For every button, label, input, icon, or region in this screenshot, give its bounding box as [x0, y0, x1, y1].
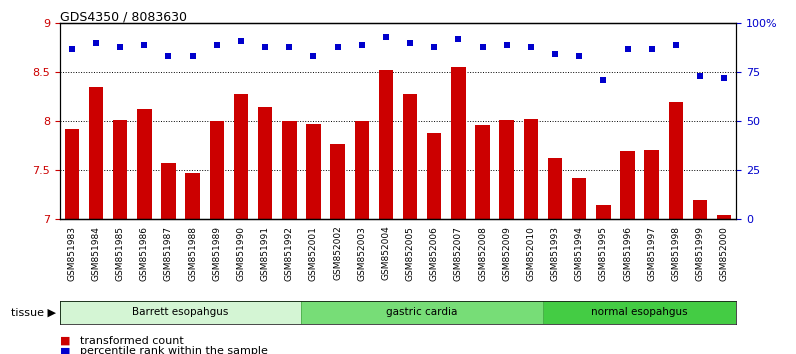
- Point: [162, 53, 175, 59]
- Text: normal esopahgus: normal esopahgus: [591, 307, 688, 318]
- Bar: [258, 108, 272, 219]
- Bar: [161, 164, 176, 219]
- Text: gastric cardia: gastric cardia: [387, 307, 458, 318]
- Point: [597, 77, 610, 83]
- Bar: [354, 121, 369, 219]
- Point: [573, 53, 586, 59]
- Point: [380, 34, 392, 40]
- Bar: [693, 200, 708, 219]
- Point: [355, 42, 368, 47]
- Point: [525, 44, 537, 50]
- Bar: [475, 125, 490, 219]
- Point: [307, 53, 320, 59]
- Point: [210, 42, 223, 47]
- Bar: [620, 151, 635, 219]
- Point: [186, 53, 199, 59]
- Bar: [185, 173, 200, 219]
- Text: percentile rank within the sample: percentile rank within the sample: [80, 346, 267, 354]
- Bar: [451, 67, 466, 219]
- Point: [548, 52, 561, 57]
- Point: [90, 40, 103, 45]
- Point: [621, 46, 634, 51]
- Bar: [88, 87, 103, 219]
- Bar: [306, 124, 321, 219]
- Bar: [113, 120, 127, 219]
- Bar: [596, 205, 611, 219]
- Bar: [645, 150, 659, 219]
- Bar: [500, 120, 514, 219]
- Bar: [379, 70, 393, 219]
- Point: [452, 36, 465, 41]
- Point: [476, 44, 489, 50]
- Point: [428, 44, 441, 50]
- Bar: [717, 215, 732, 219]
- Text: ■: ■: [60, 346, 70, 354]
- Point: [331, 44, 344, 50]
- Text: GDS4350 / 8083630: GDS4350 / 8083630: [60, 11, 187, 24]
- Bar: [234, 94, 248, 219]
- Bar: [282, 121, 296, 219]
- Bar: [543, 301, 736, 324]
- Bar: [302, 301, 543, 324]
- Bar: [427, 133, 442, 219]
- Point: [235, 38, 248, 44]
- Point: [65, 46, 78, 51]
- Text: Barrett esopahgus: Barrett esopahgus: [132, 307, 228, 318]
- Point: [114, 44, 127, 50]
- Bar: [403, 94, 417, 219]
- Text: transformed count: transformed count: [80, 336, 183, 346]
- Point: [669, 42, 682, 47]
- Point: [693, 73, 706, 79]
- Text: ■: ■: [60, 336, 70, 346]
- Point: [259, 44, 271, 50]
- Bar: [572, 178, 587, 219]
- Bar: [137, 109, 151, 219]
- Point: [501, 42, 513, 47]
- Bar: [669, 102, 683, 219]
- Bar: [330, 144, 345, 219]
- Point: [646, 46, 658, 51]
- Text: tissue ▶: tissue ▶: [10, 307, 56, 318]
- Bar: [524, 119, 538, 219]
- Bar: [60, 301, 302, 324]
- Bar: [209, 121, 224, 219]
- Bar: [548, 158, 562, 219]
- Point: [283, 44, 295, 50]
- Bar: [64, 129, 79, 219]
- Point: [138, 42, 150, 47]
- Point: [718, 75, 731, 81]
- Point: [404, 40, 416, 45]
